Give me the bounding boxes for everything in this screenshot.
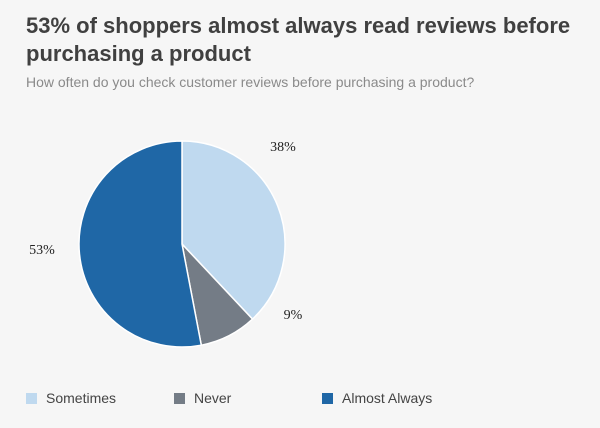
legend-item-sometimes: Sometimes: [26, 388, 116, 408]
legend-swatch-sometimes: [26, 392, 37, 404]
chart-title: 53% of shoppers almost always read revie…: [26, 13, 571, 66]
slice-label-almost-always: 53%: [29, 243, 55, 258]
legend-swatch-never: [174, 392, 185, 404]
legend-item-almost-always: Almost Always: [322, 388, 432, 408]
legend-swatch-almost-always: [322, 392, 333, 404]
legend-label-almost-always: Almost Always: [342, 390, 433, 406]
legend-label-never: Never: [194, 390, 232, 406]
chart-subtitle: How often do you check customer reviews …: [26, 74, 475, 90]
chart-legend: Sometimes Never Almost Always: [26, 388, 586, 408]
slice-label-never: 9%: [284, 308, 303, 323]
legend-label-sometimes: Sometimes: [46, 390, 117, 406]
slice-label-sometimes: 38%: [270, 140, 296, 155]
pie-slice-sometimes: [181, 140, 286, 321]
pie-slice-almost-always: [78, 140, 203, 348]
pie-chart: 38% 9% 53%: [29, 140, 303, 348]
legend-item-never: Never: [174, 388, 231, 408]
